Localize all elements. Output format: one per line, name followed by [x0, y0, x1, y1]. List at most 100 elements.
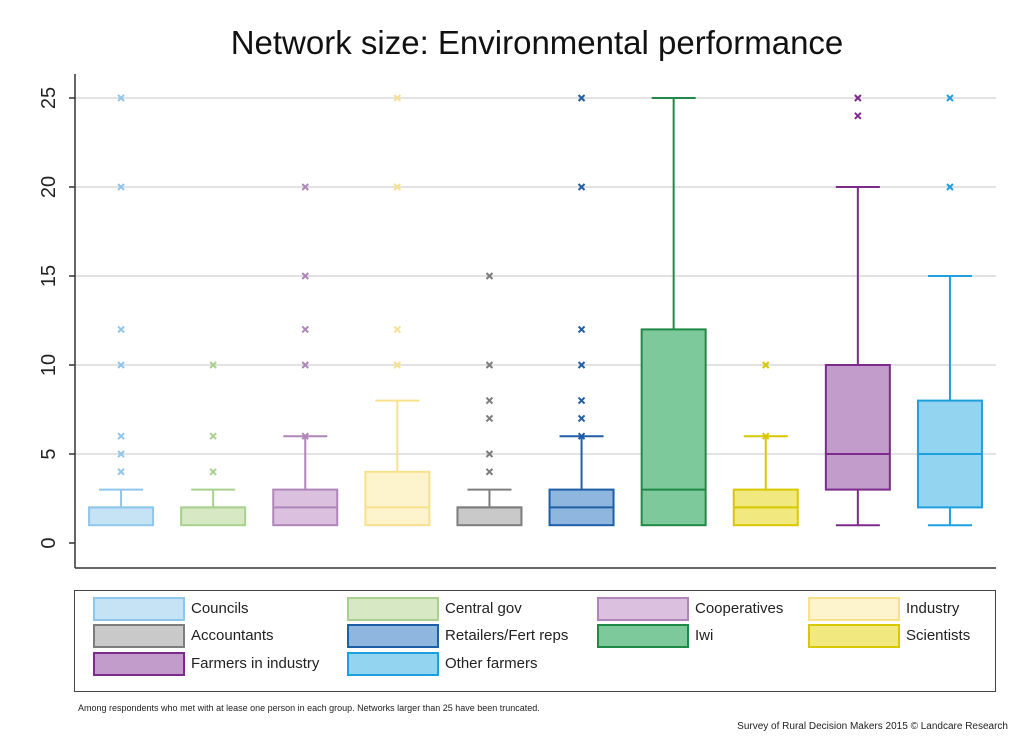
outlier-stroke: [485, 361, 494, 369]
y-tick-label: 10: [38, 354, 60, 376]
outlier-stroke: [577, 361, 586, 369]
outlier-stroke: [854, 94, 862, 102]
outlier-stroke: [946, 183, 954, 191]
legend-swatch: [93, 624, 185, 648]
legend-label: Retailers/Fert reps: [445, 627, 569, 644]
outlier: [209, 468, 217, 476]
outlier-stroke: [577, 94, 586, 102]
outlier: [762, 361, 770, 369]
outlier: [393, 183, 402, 191]
outlier: [485, 450, 494, 458]
outlier-stroke: [393, 325, 402, 334]
outlier-stroke: [577, 414, 586, 423]
box-other-farmers: [916, 94, 983, 527]
box-central-gov: [180, 361, 247, 527]
outlier-stroke: [946, 94, 954, 102]
outlier: [577, 414, 586, 423]
y-tick-label: 0: [38, 537, 60, 548]
box-body: [88, 506, 155, 527]
outlier: [301, 361, 309, 369]
outlier-stroke: [117, 325, 125, 334]
y-tick-label: 15: [38, 265, 60, 287]
outlier: [301, 183, 309, 191]
legend-swatch: [347, 597, 439, 621]
outlier-stroke: [485, 396, 494, 405]
box-body: [364, 470, 431, 527]
outlier: [393, 94, 402, 102]
outlier: [485, 468, 494, 476]
outlier-stroke: [209, 432, 217, 440]
legend: Councils Central gov Cooperatives Industry A…: [74, 590, 996, 692]
outlier-stroke: [117, 432, 125, 440]
legend-swatch: [347, 652, 439, 676]
outlier-stroke: [393, 361, 402, 369]
box-body: [824, 364, 891, 491]
outlier: [301, 325, 309, 334]
outlier-stroke: [209, 468, 217, 476]
outlier-stroke: [393, 94, 402, 102]
outlier-stroke: [577, 432, 586, 440]
outlier: [301, 432, 309, 440]
outlier: [485, 272, 494, 280]
outlier-stroke: [393, 183, 402, 191]
footnote: Among respondents who met with at lease …: [78, 703, 540, 713]
legend-label: Industry: [906, 600, 960, 617]
outlier-stroke: [762, 432, 770, 440]
outlier-stroke: [117, 468, 125, 476]
outlier-stroke: [117, 94, 125, 102]
box-plot: 0 5 10 15 20 25: [38, 74, 996, 569]
outlier: [209, 432, 217, 440]
y-tick-label: 20: [38, 176, 60, 198]
box-farmers-in-industry: [824, 94, 891, 527]
box-body: [180, 506, 247, 527]
outlier: [117, 450, 125, 458]
source-credit: Survey of Rural Decision Makers 2015 © L…: [737, 721, 1008, 732]
box-iwi: [640, 97, 707, 527]
legend-swatch: [93, 652, 185, 676]
outlier: [577, 396, 586, 405]
legend-label: Councils: [191, 600, 249, 617]
outlier-stroke: [301, 183, 309, 191]
legend-swatch: [597, 624, 689, 648]
outlier: [301, 272, 309, 280]
legend-label: Iwi: [695, 627, 714, 644]
outlier-stroke: [577, 183, 586, 191]
outlier-stroke: [854, 112, 862, 120]
legend-swatch: [93, 597, 185, 621]
outlier: [117, 361, 125, 369]
legend-label: Central gov: [445, 600, 522, 617]
outlier: [577, 183, 586, 191]
outlier-stroke: [485, 468, 494, 476]
outlier: [577, 432, 586, 440]
outlier: [209, 361, 217, 369]
outlier: [485, 396, 494, 405]
outlier-stroke: [301, 272, 309, 280]
outlier: [485, 414, 494, 423]
legend-label: Cooperatives: [695, 600, 784, 617]
outlier: [577, 94, 586, 102]
legend-swatch: [597, 597, 689, 621]
box-industry: [364, 94, 431, 527]
outlier-stroke: [301, 361, 309, 369]
box-councils: [88, 94, 155, 527]
outlier-stroke: [485, 450, 494, 458]
outlier: [854, 94, 862, 102]
outlier-stroke: [117, 450, 125, 458]
box-scientists: [732, 361, 799, 527]
legend-swatch: [808, 597, 900, 621]
y-tick-label: 5: [38, 448, 60, 459]
outlier: [577, 325, 586, 334]
outlier-stroke: [485, 272, 494, 280]
box-cooperatives: [272, 183, 339, 527]
outlier-stroke: [577, 325, 586, 334]
outlier: [117, 183, 125, 191]
y-tick-label: 25: [38, 87, 60, 109]
legend-swatch: [347, 624, 439, 648]
outlier-stroke: [485, 414, 494, 423]
outlier-stroke: [117, 361, 125, 369]
box-body: [640, 328, 707, 527]
outlier: [393, 325, 402, 334]
box-retailers-fert-reps: [548, 94, 615, 527]
outlier-stroke: [301, 432, 309, 440]
outlier: [577, 361, 586, 369]
